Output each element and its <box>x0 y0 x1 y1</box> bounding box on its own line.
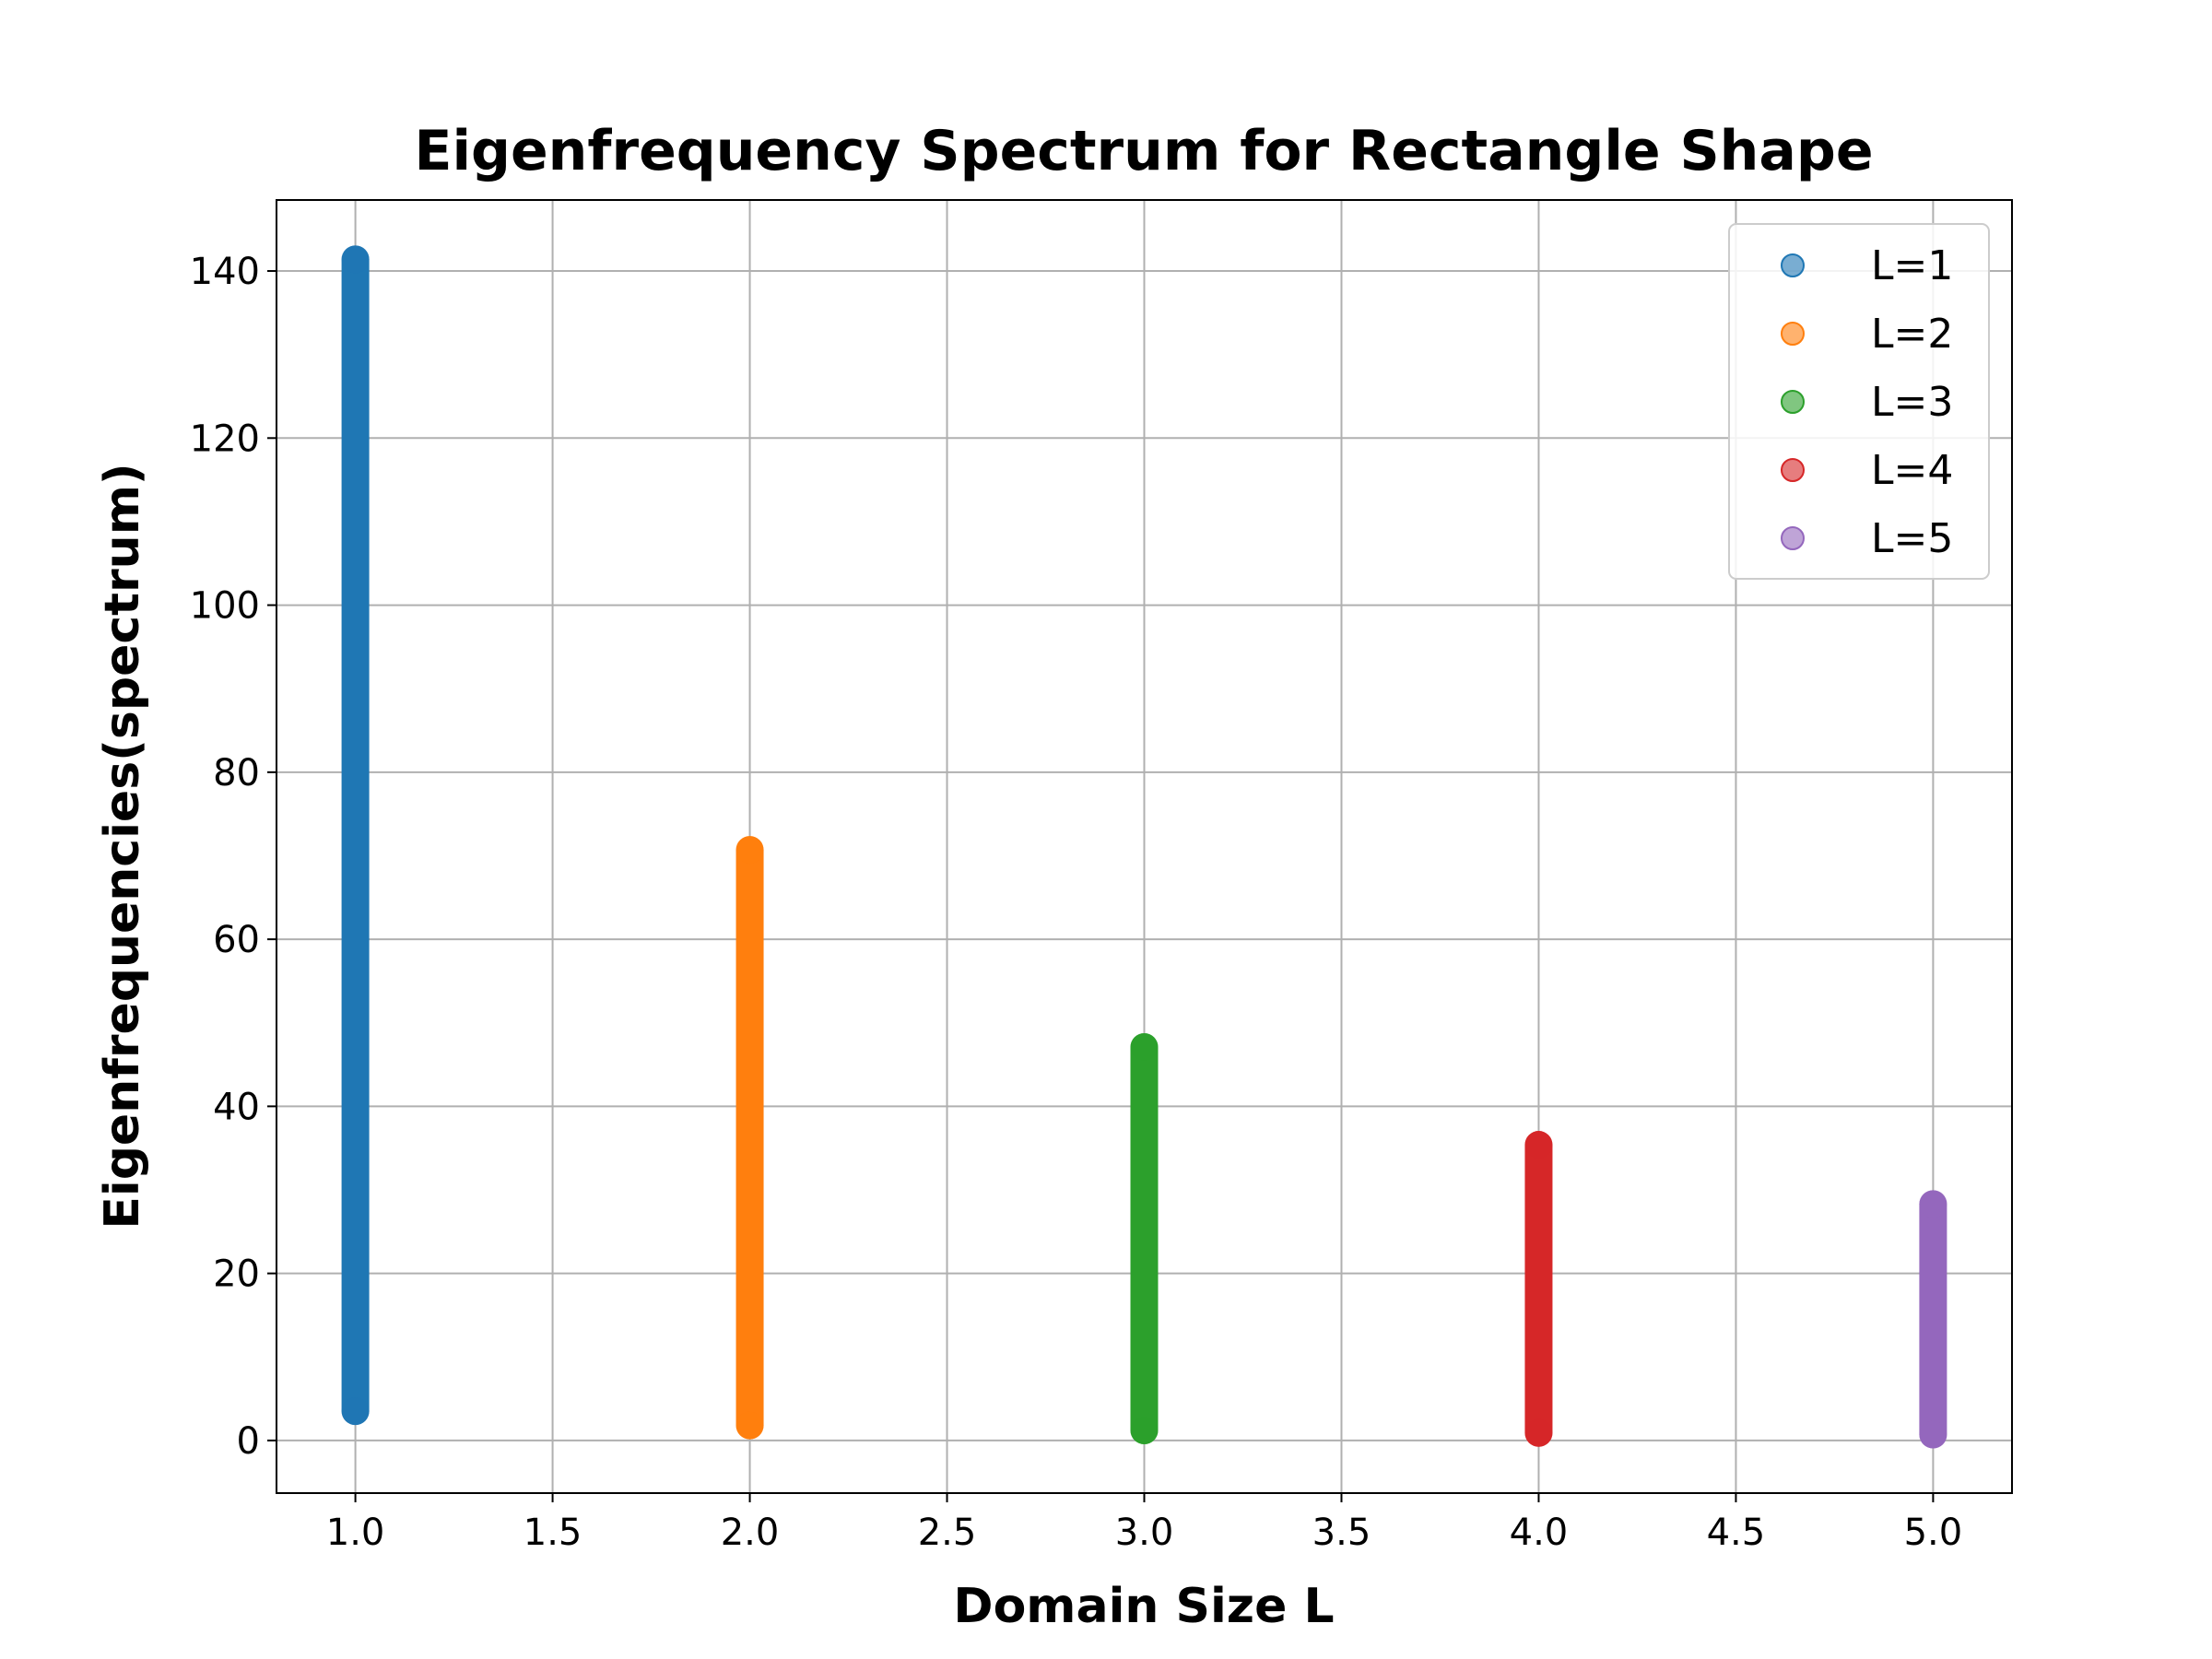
plot-area <box>341 245 1947 1449</box>
x-axis-label: Domain Size L <box>953 1579 1334 1634</box>
x-tick-label: 4.5 <box>1707 1512 1766 1554</box>
x-tick-label: 5.0 <box>1904 1512 1963 1554</box>
legend-marker-2 <box>1781 322 1805 346</box>
series-1-max-point <box>341 245 370 274</box>
series-2-max-point <box>735 836 764 865</box>
x-tick-label: 2.5 <box>918 1512 977 1554</box>
legend-marker-5 <box>1781 526 1805 550</box>
series-2 <box>735 836 764 1440</box>
x-axis-ticks: 1.0 1.5 2.0 2.5 3.0 3.5 4.0 4.5 5.0 <box>326 1493 1962 1554</box>
x-tick-label: 3.5 <box>1312 1512 1371 1554</box>
legend-label-1: L=1 <box>1871 242 1953 289</box>
series-5-min-point <box>1919 1420 1947 1449</box>
y-tick-label: 140 <box>190 251 260 293</box>
series-5 <box>1919 1190 1947 1449</box>
legend-box <box>1728 223 1990 580</box>
legend-label-4: L=4 <box>1871 447 1953 494</box>
x-tick-label: 1.5 <box>524 1512 582 1554</box>
y-tick-label: 0 <box>237 1420 260 1463</box>
series-4-min-point <box>1524 1418 1553 1447</box>
y-axis-ticks: 0 20 40 60 80 100 120 140 <box>190 251 276 1463</box>
x-tick-label: 3.0 <box>1115 1512 1174 1554</box>
legend-label-3: L=3 <box>1871 379 1953 426</box>
x-tick-label: 2.0 <box>721 1512 780 1554</box>
y-tick-label: 40 <box>213 1086 260 1128</box>
legend-marker-4 <box>1781 458 1805 482</box>
y-tick-label: 20 <box>213 1253 260 1296</box>
legend-marker-1 <box>1781 253 1805 277</box>
legend-label-2: L=2 <box>1871 311 1953 358</box>
series-3 <box>1130 1033 1159 1445</box>
series-1-min-point <box>341 1397 370 1426</box>
series-1 <box>341 245 370 1426</box>
y-axis-label: Eigenfrequencies(spectrum) <box>95 463 150 1229</box>
x-tick-label: 1.0 <box>326 1512 385 1554</box>
legend: L=1 L=2 L=3 L=4 L=5 <box>1728 223 1990 580</box>
series-2-min-point <box>735 1411 764 1440</box>
chart-title: Eigenfrequency Spectrum for Rectangle Sh… <box>414 119 1873 183</box>
y-tick-label: 80 <box>213 752 260 794</box>
series-3-min-point <box>1130 1417 1159 1445</box>
series-3-max-point <box>1130 1033 1159 1062</box>
y-tick-label: 120 <box>190 418 260 460</box>
series-4 <box>1524 1131 1553 1447</box>
series-5-max-point <box>1919 1190 1947 1218</box>
legend-label-5: L=5 <box>1871 515 1953 562</box>
x-tick-label: 4.0 <box>1510 1512 1569 1554</box>
legend-marker-3 <box>1781 390 1805 414</box>
series-4-max-point <box>1524 1131 1553 1159</box>
y-tick-label: 60 <box>213 919 260 961</box>
y-tick-label: 100 <box>190 585 260 628</box>
